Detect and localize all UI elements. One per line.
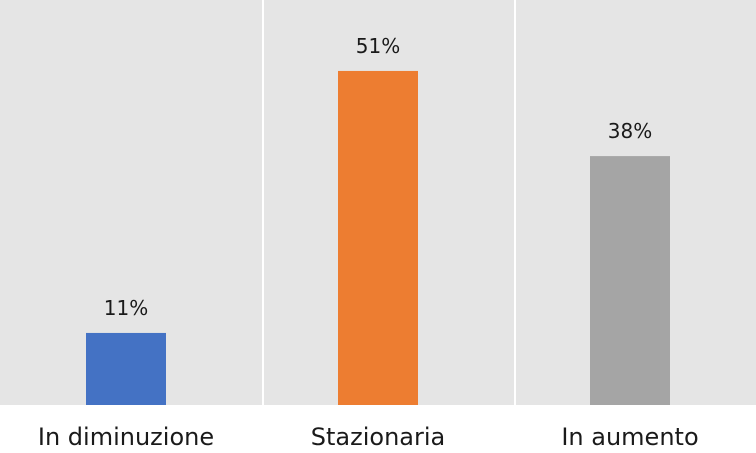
data-label-1: 11% <box>104 296 148 320</box>
data-label-2: 51% <box>356 34 400 58</box>
bar-1 <box>86 332 166 405</box>
bar-series <box>86 70 670 405</box>
bar-2 <box>338 70 418 405</box>
category-label-2: Stazionaria <box>311 423 445 451</box>
bar-3 <box>590 156 670 405</box>
category-label-3: In aumento <box>561 423 698 451</box>
data-label-3: 38% <box>608 119 652 143</box>
data-labels: 11% 51% 38% <box>104 34 652 320</box>
category-axis: In diminuzione Stazionaria In aumento <box>38 423 699 451</box>
category-label-1: In diminuzione <box>38 423 214 451</box>
